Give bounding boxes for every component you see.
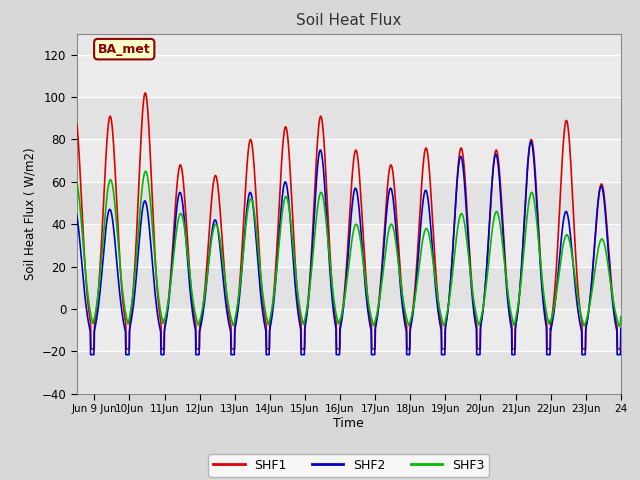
SHF2 [138,215,145,221]
SHF1 [115,248,123,254]
X-axis label: Time: Time [333,417,364,430]
SHF3 [304,299,312,305]
SHF2 [527,139,534,144]
SHF2 [383,208,390,214]
SHF1 [383,188,391,194]
Line: SHF2: SHF2 [77,142,621,355]
Bar [77,309,621,351]
Legend: SHF1, SHF2, SHF3: SHF1, SHF2, SHF3 [209,454,489,477]
SHF1 [316,117,323,122]
Bar [77,224,621,266]
SHF1 [73,121,81,127]
SHF3 [137,196,145,202]
SHF1 [305,295,312,300]
Bar [77,351,621,394]
SHF1 [87,346,95,352]
Line: SHF1: SHF1 [77,93,621,349]
Bar [77,266,621,309]
SHF3 [383,239,390,245]
SHF2 [617,325,625,331]
Text: BA_met: BA_met [98,43,150,56]
SHF2 [73,213,81,218]
Line: SHF3: SHF3 [77,171,621,326]
SHF3 [325,250,333,256]
SHF3 [73,180,81,185]
SHF3 [142,168,150,174]
SHF1 [617,346,625,352]
SHF3 [115,249,123,255]
SHF2 [325,254,333,260]
SHF2 [115,286,123,292]
SHF1 [138,129,145,134]
Title: Soil Heat Flux: Soil Heat Flux [296,13,401,28]
SHF1 [141,90,149,96]
SHF2 [87,352,95,358]
Bar [77,55,621,97]
SHF2 [304,302,312,308]
Bar [77,182,621,224]
Y-axis label: Soil Heat Flux ( W/m2): Soil Heat Flux ( W/m2) [23,147,36,280]
SHF1 [326,240,333,246]
SHF2 [316,150,323,156]
SHF3 [616,324,623,329]
SHF3 [617,314,625,320]
Bar [77,140,621,182]
SHF3 [316,194,323,200]
Bar [77,97,621,140]
